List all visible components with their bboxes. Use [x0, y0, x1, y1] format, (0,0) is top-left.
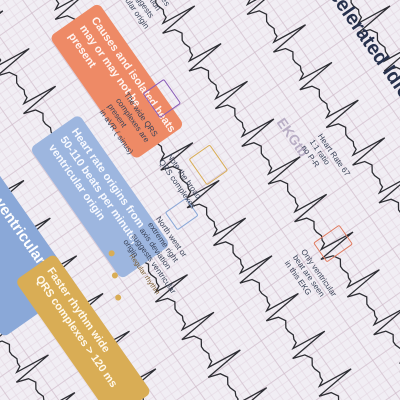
- ecg-trace: [33, 0, 400, 400]
- ecg-trace: [0, 14, 245, 400]
- ecg-trace: [98, 0, 400, 400]
- ecg-trace: [0, 0, 373, 400]
